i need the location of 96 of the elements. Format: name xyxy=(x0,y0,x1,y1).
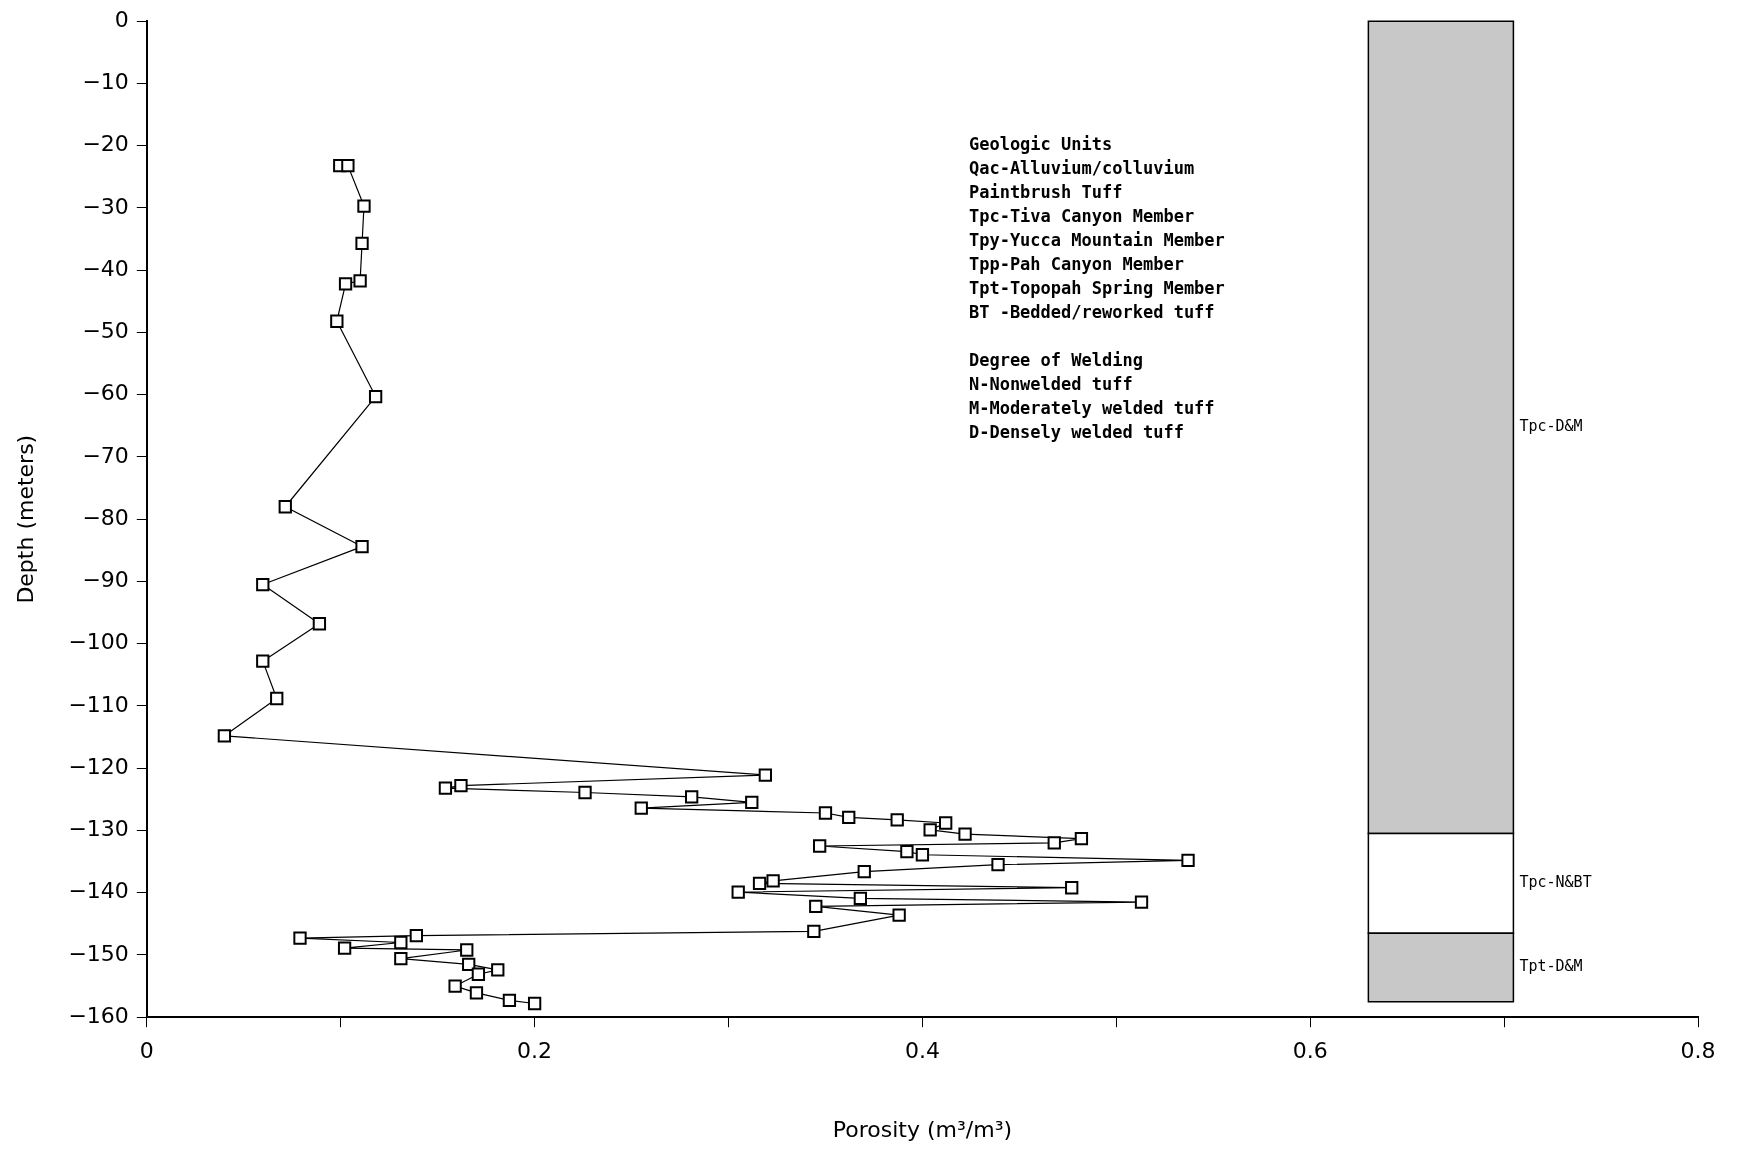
point xyxy=(752,876,767,891)
point xyxy=(341,158,355,173)
point xyxy=(394,952,408,966)
point xyxy=(409,929,423,943)
point xyxy=(256,654,270,668)
point xyxy=(338,277,353,291)
annotation: N-Nonwelded tuff xyxy=(968,374,1133,395)
point xyxy=(471,967,486,981)
point xyxy=(731,885,745,899)
point xyxy=(353,274,367,288)
annotation: Geologic Units xyxy=(968,134,1113,155)
point xyxy=(766,874,780,888)
annotation: BT -Bedded/reworked tuff xyxy=(968,302,1215,323)
x-tick-label: 0.2 xyxy=(517,1038,553,1064)
point xyxy=(337,941,352,955)
annotation: Qac-Alluvium/colluvium xyxy=(968,158,1195,179)
point xyxy=(438,781,453,795)
y-tick-label: −110 xyxy=(68,691,129,717)
y-tick-label: −150 xyxy=(68,940,129,966)
point xyxy=(685,790,699,804)
annotation: Degree of Welding xyxy=(968,350,1143,371)
annotation: Paintbrush Tuff xyxy=(968,182,1123,203)
point xyxy=(809,899,823,914)
point xyxy=(842,810,856,825)
point xyxy=(745,795,759,810)
annotation: Tpy-Yucca Mountain Member xyxy=(968,230,1225,251)
point xyxy=(634,801,648,815)
x-tick-label: 0 xyxy=(139,1038,154,1064)
point xyxy=(939,816,953,830)
point xyxy=(357,199,371,213)
y-tick-label: −100 xyxy=(68,629,129,655)
point xyxy=(448,979,462,993)
point xyxy=(853,891,868,905)
point xyxy=(958,827,972,841)
point xyxy=(1074,831,1089,846)
point xyxy=(278,500,292,514)
point xyxy=(818,806,833,820)
point xyxy=(1065,881,1079,895)
point xyxy=(460,943,474,957)
point xyxy=(462,957,476,971)
y-tick-label: −120 xyxy=(68,753,129,779)
point xyxy=(758,768,773,782)
point xyxy=(256,577,270,592)
point xyxy=(915,848,930,862)
y-axis-title: Depth (meters) xyxy=(12,434,38,604)
band-label: Tpc-D&M xyxy=(1519,417,1583,436)
band-label: Tpc-N&BT xyxy=(1519,873,1592,892)
y-tick-label: −40 xyxy=(82,255,129,281)
point xyxy=(1181,853,1195,867)
y-tick-label: −130 xyxy=(68,816,129,842)
point xyxy=(890,813,904,827)
y-tick-label: −140 xyxy=(68,878,129,904)
band-label: Tpt-D&M xyxy=(1519,957,1583,976)
point xyxy=(578,785,592,800)
annotation: D-Densely welded tuff xyxy=(968,422,1184,443)
y-tick-label: −90 xyxy=(82,567,129,593)
y-tick-label: 0 xyxy=(114,6,129,32)
x-axis-title: Porosity (m³/m³) xyxy=(832,1116,1013,1142)
point xyxy=(491,963,505,977)
y-tick-label: −30 xyxy=(82,193,129,219)
annotation: M-Moderately welded tuff xyxy=(968,398,1215,419)
point xyxy=(368,389,383,404)
y-tick-label: −80 xyxy=(82,504,129,530)
y-tick-label: −60 xyxy=(82,380,129,406)
annotation: Tpp-Pah Canyon Member xyxy=(968,254,1184,275)
point xyxy=(469,986,484,1000)
point xyxy=(892,908,906,922)
point xyxy=(991,858,1005,872)
point xyxy=(1047,836,1061,850)
y-tick-label: −20 xyxy=(82,131,129,157)
point xyxy=(1134,895,1149,909)
x-tick-label: 0.4 xyxy=(904,1038,940,1064)
y-tick-label: −70 xyxy=(82,442,129,468)
y-tick-label: −160 xyxy=(68,1002,129,1028)
point xyxy=(900,844,914,859)
point xyxy=(355,539,369,554)
point xyxy=(217,729,232,743)
point xyxy=(270,691,284,706)
y-tick-label: −50 xyxy=(82,318,129,344)
annotation: Tpt-Topopah Spring Member xyxy=(968,278,1225,299)
point xyxy=(394,935,408,950)
point xyxy=(857,864,871,879)
point xyxy=(330,314,344,328)
point xyxy=(293,931,307,945)
x-tick-label: 0.8 xyxy=(1680,1038,1716,1064)
point xyxy=(355,236,369,251)
point xyxy=(527,996,542,1011)
point xyxy=(454,778,468,793)
point xyxy=(502,993,517,1008)
x-tick-label: 0.6 xyxy=(1292,1038,1328,1064)
y-tick-label: −10 xyxy=(82,69,129,95)
point xyxy=(812,839,827,853)
point xyxy=(312,617,327,631)
point xyxy=(807,924,821,938)
point xyxy=(923,823,937,837)
annotation: Tpc-Tiva Canyon Member xyxy=(968,206,1195,227)
